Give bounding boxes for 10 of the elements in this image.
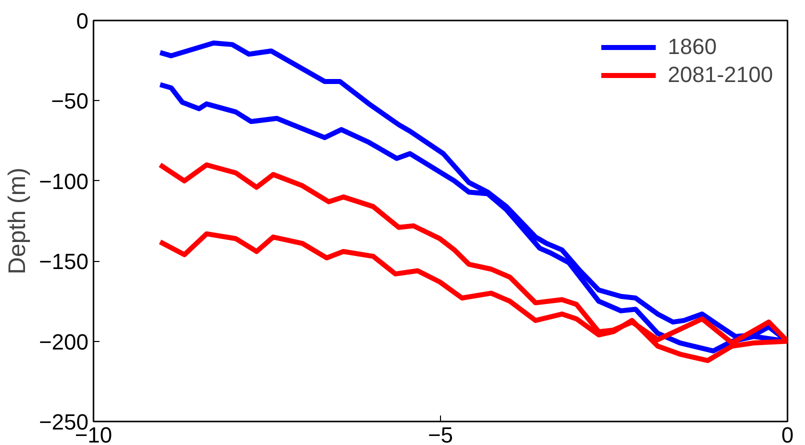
y-axis-title: Depth (m): [4, 168, 31, 274]
y-tick-label: −200: [38, 329, 89, 354]
y-tick-label: −150: [38, 249, 89, 274]
y-tick-label: −100: [38, 168, 89, 194]
y-tick-label: −50: [51, 88, 89, 114]
y-tick-label: 0: [76, 8, 89, 34]
legend-label: 1860: [668, 34, 717, 60]
x-tick-label: 0: [781, 422, 794, 445]
x-tick-label: −5: [428, 422, 454, 445]
legend-label: 2081-2100: [668, 62, 773, 88]
